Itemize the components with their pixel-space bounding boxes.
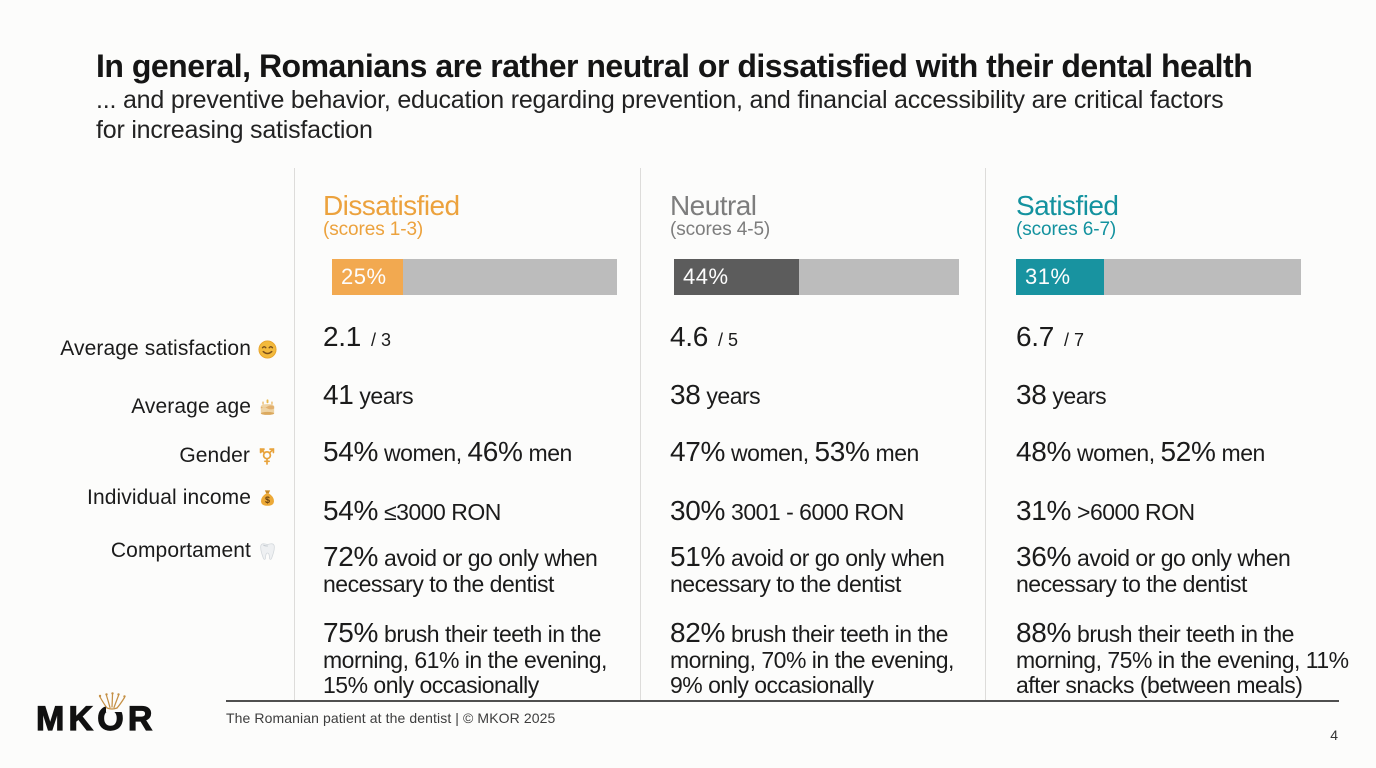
bar-percent-label: 31% [1025, 264, 1071, 289]
page-number: 4 [1330, 727, 1338, 743]
birthday-cake-emoji [260, 398, 275, 415]
row-label-text: Comportament [110, 539, 251, 562]
stat-dentist-visits: 72% avoid or go only when necessary to th… [323, 541, 598, 597]
transgender-symbol-emoji [259, 448, 275, 465]
stat-brushing-habits: 82% brush their teeth in the morning, 70%… [670, 617, 954, 698]
source-line: The Romanian patient at the dentist | © … [226, 710, 556, 726]
row-label-average-satisfaction: Average satisfaction [60, 337, 277, 360]
column-subheading: (scores 6-7) [1016, 219, 1117, 240]
page-subtitle: ... and preventive behavior, education r… [96, 86, 1224, 145]
stat-average-satisfaction: 6.7 / 7 [1016, 321, 1085, 352]
stat-average-age: 41 years [323, 379, 414, 410]
stat-dentist-visits: 36% avoid or go only when necessary to th… [1016, 541, 1291, 597]
column-divider-2 [640, 168, 641, 701]
column-heading: Dissatisfied [323, 190, 460, 221]
subtitle-line-2: for increasing satisfaction [96, 115, 373, 144]
stat-dentist-visits: 51% avoid or go only when necessary to th… [670, 541, 945, 597]
stat-average-satisfaction: 4.6 / 5 [670, 321, 739, 352]
column-subheading: (scores 1-3) [323, 219, 424, 240]
stat-average-age: 38 years [1016, 379, 1107, 410]
row-label-average-age: Average age [131, 395, 277, 418]
stat-individual-income: 30% 3001 - 6000 RON [670, 495, 904, 526]
column-divider-3 [985, 168, 986, 701]
row-label-text: Individual income [87, 486, 251, 509]
stat-individual-income: 54% ≤3000 RON [323, 495, 501, 526]
column-heading: Satisfied [1016, 190, 1119, 221]
bar-fill [674, 259, 800, 295]
column-subheading: (scores 4-5) [670, 219, 771, 240]
row-label-comportament: Comportament [110, 539, 277, 562]
smiling-face-emoji [258, 339, 277, 359]
stat-gender: 48% women, 52% men [1016, 436, 1265, 467]
stat-average-satisfaction: 2.1 / 3 [323, 321, 392, 352]
subtitle-line-1: ... and preventive behavior, education r… [96, 86, 1224, 114]
svg-text:$: $ [265, 494, 270, 504]
stat-brushing-habits: 88% brush their teeth in the morning, 75%… [1016, 617, 1349, 698]
bar-fill [332, 259, 404, 295]
row-label-gender: Gender [179, 444, 277, 467]
stat-gender: 54% women, 46% men [323, 436, 572, 467]
column-divider-1 [294, 168, 295, 701]
tooth-emoji [260, 542, 275, 560]
bar-dissatisfied: 25% [332, 259, 617, 295]
row-label-text: Average satisfaction [60, 337, 251, 360]
bar-fill [1016, 259, 1105, 295]
stat-individual-income: 31% >6000 RON [1016, 495, 1195, 526]
stat-gender: 47% women, 53% men [670, 436, 919, 467]
bar-satisfied: 31% [1016, 259, 1301, 295]
stat-average-age: 38 years [670, 379, 761, 410]
row-label-individual-income: Individual income $ [87, 486, 277, 509]
crown-icon [98, 692, 126, 710]
page-title: In general, Romanians are rather neutral… [96, 48, 1253, 84]
stat-brushing-habits: 75% brush their teeth in the morning, 61%… [323, 617, 607, 698]
row-label-text: Gender [179, 444, 250, 467]
bar-percent-label: 25% [341, 264, 387, 289]
bar-percent-label: 44% [683, 264, 729, 289]
footer-rule [226, 700, 1339, 702]
mkor-logo: MKOR [35, 700, 157, 738]
money-bag-emoji: $ [261, 489, 274, 506]
column-heading: Neutral [670, 190, 757, 221]
row-label-text: Average age [131, 395, 251, 418]
bar-neutral: 44% [674, 259, 959, 295]
